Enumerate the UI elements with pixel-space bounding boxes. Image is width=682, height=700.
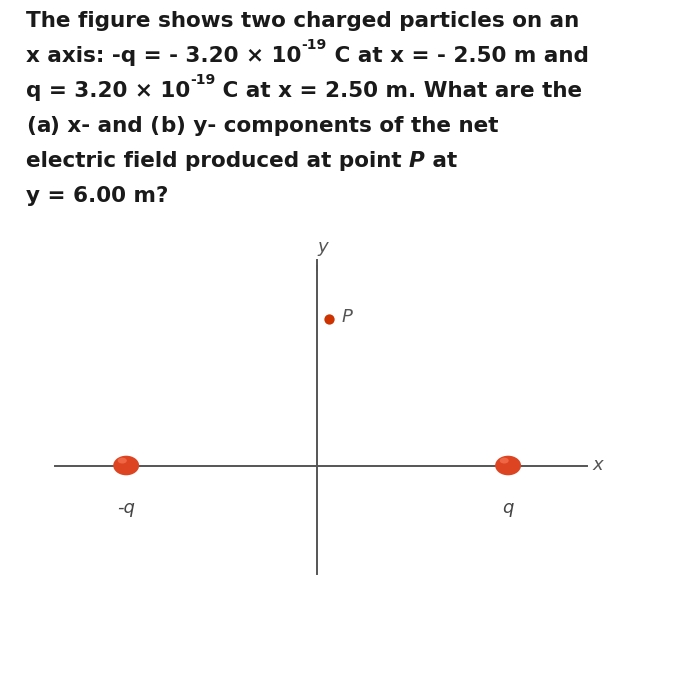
Text: -19: -19 xyxy=(190,73,216,87)
Text: C at x = 2.50 m. What are the: C at x = 2.50 m. What are the xyxy=(216,80,582,101)
Ellipse shape xyxy=(495,456,521,475)
Text: q = 3.20 × 10: q = 3.20 × 10 xyxy=(26,80,190,101)
Text: at: at xyxy=(425,150,457,171)
Text: electric field produced at point: electric field produced at point xyxy=(26,150,409,171)
Ellipse shape xyxy=(113,456,139,475)
Text: P: P xyxy=(409,150,425,171)
Text: y = 6.00 m?: y = 6.00 m? xyxy=(26,186,168,206)
Text: ) x- and (: ) x- and ( xyxy=(50,116,160,136)
Text: The figure shows two charged particles on an: The figure shows two charged particles o… xyxy=(26,10,579,31)
Text: a: a xyxy=(35,116,50,136)
Text: (: ( xyxy=(26,116,35,136)
Text: x: x xyxy=(592,456,603,475)
Text: b: b xyxy=(160,116,176,136)
Text: -19: -19 xyxy=(301,38,327,52)
Text: ) y- components of the net: ) y- components of the net xyxy=(176,116,498,136)
Text: y: y xyxy=(317,237,328,256)
Ellipse shape xyxy=(118,458,127,463)
Text: C at x = - 2.50 m and: C at x = - 2.50 m and xyxy=(327,46,589,66)
Text: -q: -q xyxy=(117,499,135,517)
Ellipse shape xyxy=(500,458,509,463)
Text: P: P xyxy=(342,308,353,326)
Point xyxy=(324,313,335,324)
Text: q: q xyxy=(503,499,514,517)
Text: x axis: -q = - 3.20 × 10: x axis: -q = - 3.20 × 10 xyxy=(26,46,301,66)
